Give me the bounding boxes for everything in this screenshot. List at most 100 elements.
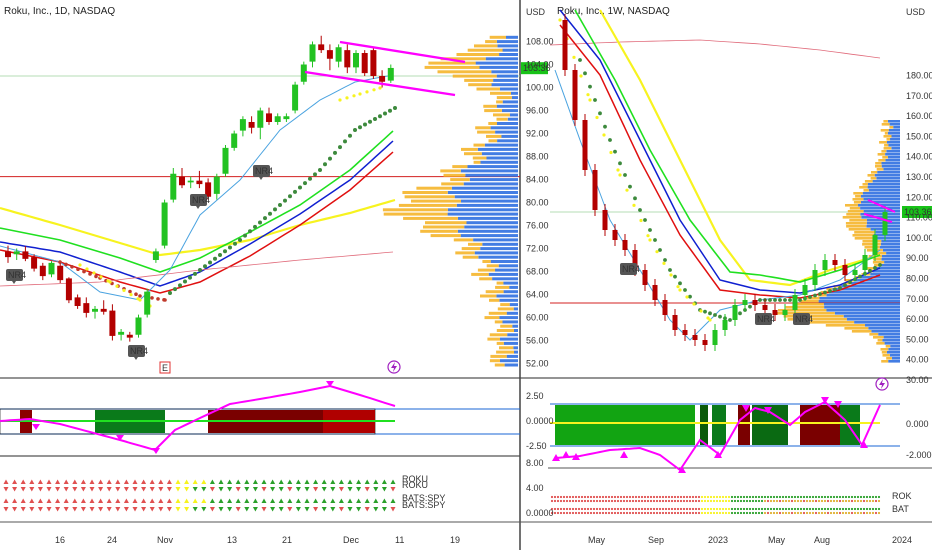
- signal-dot: [766, 495, 770, 499]
- signal-dot: [778, 511, 782, 515]
- signal-triangle: [227, 507, 233, 512]
- dot-point: [92, 271, 96, 275]
- signal-dot: [775, 495, 779, 499]
- signal-dot: [640, 499, 644, 503]
- volume-bar-yellow: [494, 363, 505, 367]
- signal-triangle: [132, 498, 138, 503]
- signal-dot: [781, 507, 785, 511]
- signal-dot: [796, 511, 800, 515]
- volume-bar-yellow: [488, 311, 507, 315]
- signal-triangle: [149, 507, 155, 512]
- signal-dot: [604, 499, 608, 503]
- volume-bar-blue: [509, 303, 518, 307]
- signal-dot: [583, 507, 587, 511]
- signal-dot: [688, 495, 692, 499]
- signal-dot: [808, 507, 812, 511]
- dot-point: [138, 294, 142, 298]
- signal-dot: [595, 495, 599, 499]
- dot-point: [586, 93, 590, 97]
- signal-dot: [658, 499, 662, 503]
- dot-point: [625, 188, 629, 192]
- signal-triangle: [106, 487, 112, 492]
- signal-dot: [745, 499, 749, 503]
- signal-triangle: [37, 479, 43, 484]
- volume-bar-yellow: [467, 48, 503, 52]
- signal-triangle: [166, 487, 172, 492]
- signal-triangle: [55, 498, 61, 503]
- signal-triangle: [295, 479, 301, 484]
- right-osc-tick: -2.000: [906, 450, 932, 460]
- signal-dot: [583, 495, 587, 499]
- candle-body: [65, 278, 72, 301]
- volume-bar-blue: [872, 270, 900, 273]
- signal-dot: [556, 511, 560, 515]
- candle-body: [22, 251, 29, 259]
- signal-dot: [670, 507, 674, 511]
- signal-dot: [637, 507, 641, 511]
- dot-point: [768, 298, 772, 302]
- dot-point: [773, 298, 777, 302]
- volume-bar-yellow: [869, 333, 879, 336]
- left-channel-lower: [304, 70, 456, 97]
- signal-dot: [550, 499, 554, 503]
- signal-dot: [754, 495, 758, 499]
- volume-bar-yellow: [863, 189, 869, 192]
- signal-dot: [580, 499, 584, 503]
- candle-body: [292, 84, 299, 111]
- signal-dot: [577, 499, 581, 503]
- dot-point: [373, 117, 377, 121]
- dot-point: [328, 156, 332, 161]
- signal-dot: [769, 495, 773, 499]
- osc-triangle: [152, 448, 160, 454]
- signal-triangle: [201, 507, 207, 512]
- volume-bar-blue: [493, 78, 518, 82]
- signal-triangle: [338, 498, 344, 503]
- dot-point: [579, 74, 583, 78]
- signal-dot: [847, 507, 851, 511]
- dot-point: [783, 298, 787, 302]
- signal-triangle: [252, 498, 258, 503]
- volume-bar-yellow: [883, 135, 892, 138]
- signal-dot: [865, 511, 869, 515]
- signal-dot: [601, 507, 605, 511]
- signal-triangle: [347, 498, 353, 503]
- signal-dot: [697, 499, 701, 503]
- signal-triangle: [158, 479, 164, 484]
- signal-dot: [745, 511, 749, 515]
- dot-point: [363, 122, 367, 127]
- signal-dot: [778, 499, 782, 503]
- signal-dot: [781, 511, 785, 515]
- signal-dot: [748, 495, 752, 499]
- dot-point: [692, 302, 696, 306]
- signal-dot: [733, 511, 737, 515]
- volume-bar-yellow: [475, 126, 491, 130]
- signal-dot: [772, 499, 776, 503]
- volume-bar-yellow: [494, 320, 503, 324]
- volume-bar-yellow: [496, 100, 503, 104]
- signal-dot: [847, 511, 851, 515]
- volume-bar-yellow: [398, 203, 457, 207]
- volume-bar-yellow: [423, 225, 465, 229]
- volume-bar-blue: [891, 357, 900, 360]
- left-y-tick: 88.00: [526, 152, 549, 162]
- signal-triangle: [72, 507, 78, 512]
- volume-bar-blue: [473, 238, 518, 242]
- volume-bar-yellow: [870, 177, 877, 180]
- volume-bar-blue: [506, 35, 518, 39]
- signal-dot: [802, 511, 806, 515]
- signal-dot: [619, 511, 623, 515]
- right-x-tick: Sep: [648, 535, 664, 545]
- nr4-pointer: [12, 281, 16, 284]
- signal-dot: [772, 507, 776, 511]
- nr4-text: NR4: [757, 314, 775, 324]
- nr4-badge: [253, 165, 270, 177]
- volume-bar-blue: [854, 321, 900, 324]
- signal-dot: [634, 499, 638, 503]
- signal-triangle: [295, 498, 301, 503]
- right-oscillator-panel: [550, 397, 900, 473]
- dot-point: [273, 207, 277, 212]
- osc-triangle: [326, 381, 334, 387]
- volume-bar-blue: [832, 288, 900, 291]
- volume-bar-yellow: [488, 122, 497, 125]
- signal-dot: [697, 507, 701, 511]
